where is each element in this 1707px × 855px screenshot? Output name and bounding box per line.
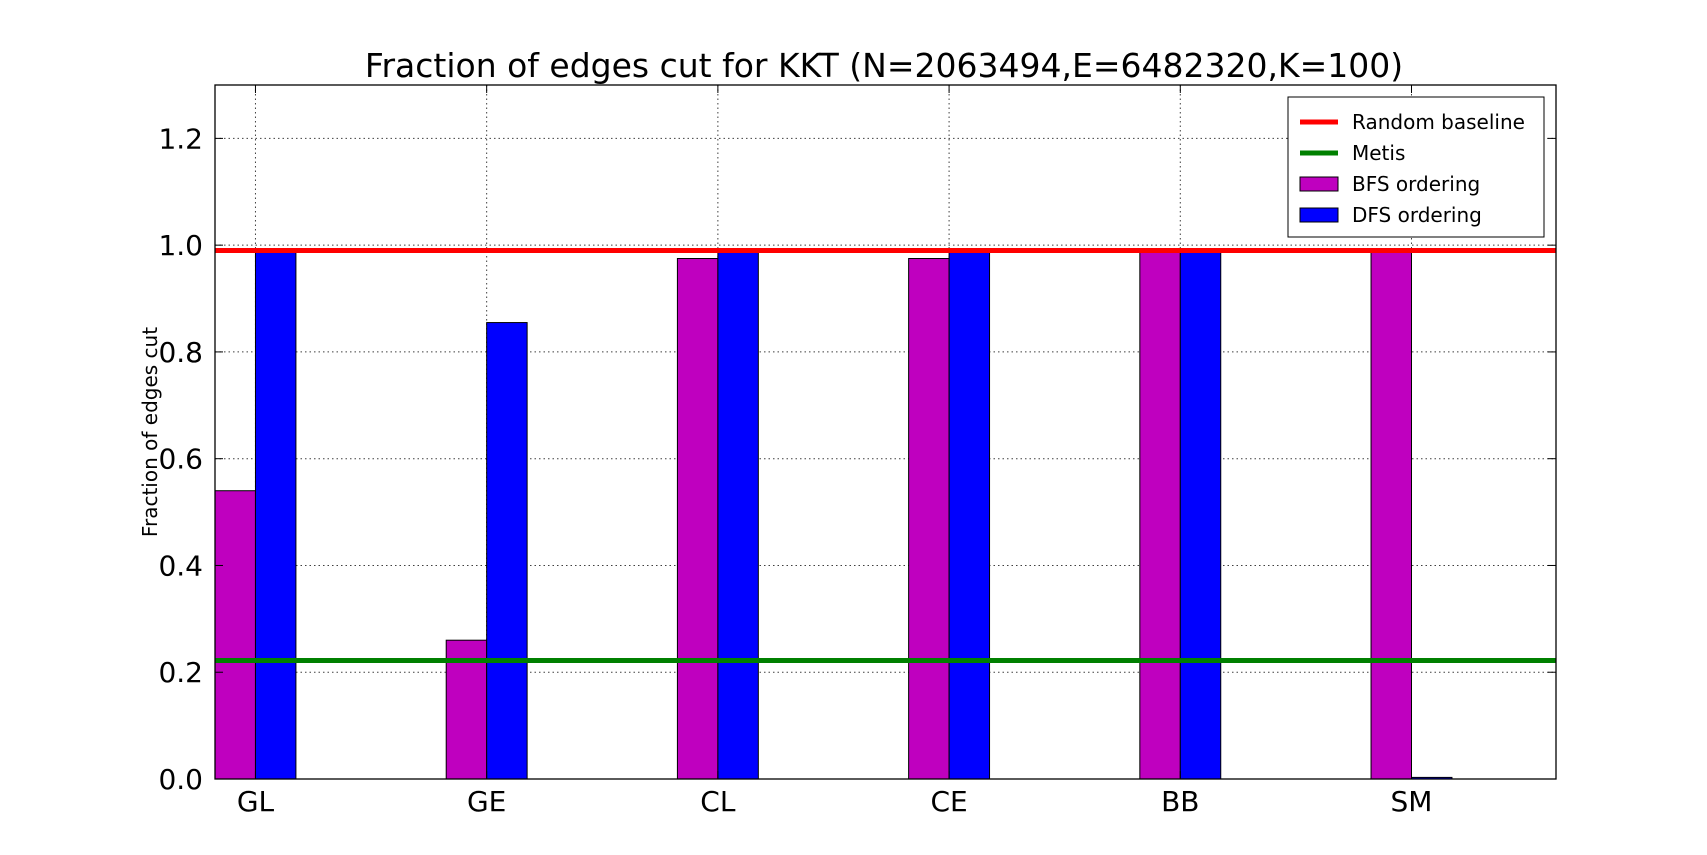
bar-gl-series-0	[214, 490, 256, 780]
bar-ce-series-0	[908, 258, 950, 780]
y-axis-ticks: 0.0 0.2 0.4 0.6 0.8 1.0 1.2	[158, 122, 1556, 796]
y-axis-label: Fraction of edges cut	[138, 327, 162, 537]
legend-label: BFS ordering	[1352, 172, 1480, 196]
bar-gl-series-1	[254, 249, 297, 780]
chart-title: Fraction of edges cut for KKT (N=2063494…	[365, 46, 1403, 85]
bar-ce-series-1	[948, 249, 991, 780]
x-axis-ticks: GL GE CL CE BB SM	[237, 85, 1433, 818]
bar-bb-series-0	[1139, 249, 1181, 780]
legend-label: Metis	[1352, 141, 1405, 165]
y-tick-label: 0.6	[158, 443, 203, 476]
x-tick-label: BB	[1161, 785, 1199, 818]
x-tick-label: GE	[467, 785, 506, 818]
bar-bb-series-1	[1179, 249, 1222, 780]
x-tick-label: CE	[930, 785, 967, 818]
y-tick-label: 0.4	[158, 549, 203, 582]
y-tick-label: 0.2	[158, 656, 203, 689]
y-tick-label: 0.0	[158, 763, 203, 796]
y-tick-label: 0.8	[158, 336, 203, 369]
legend-label: DFS ordering	[1352, 203, 1482, 227]
x-tick-label: SM	[1391, 785, 1433, 818]
legend-swatch	[1299, 207, 1339, 223]
bar-sm-series-0	[1370, 249, 1412, 780]
y-tick-label: 1.0	[158, 229, 203, 262]
reference-lines	[215, 247, 1556, 663]
legend-swatch	[1299, 176, 1339, 192]
x-tick-label: CL	[700, 785, 736, 818]
bar-ge-series-1	[486, 322, 528, 780]
plot-frame	[214, 84, 1557, 780]
bar-cl-series-1	[717, 249, 759, 780]
bar-cl-series-0	[676, 258, 719, 780]
y-tick-label: 1.2	[158, 122, 203, 155]
legend: Random baseline Metis BFS ordering DFS orde…	[1287, 96, 1545, 238]
legend-label: Random baseline	[1352, 110, 1525, 134]
bars	[214, 249, 1453, 780]
x-tick-label: GL	[237, 785, 275, 818]
